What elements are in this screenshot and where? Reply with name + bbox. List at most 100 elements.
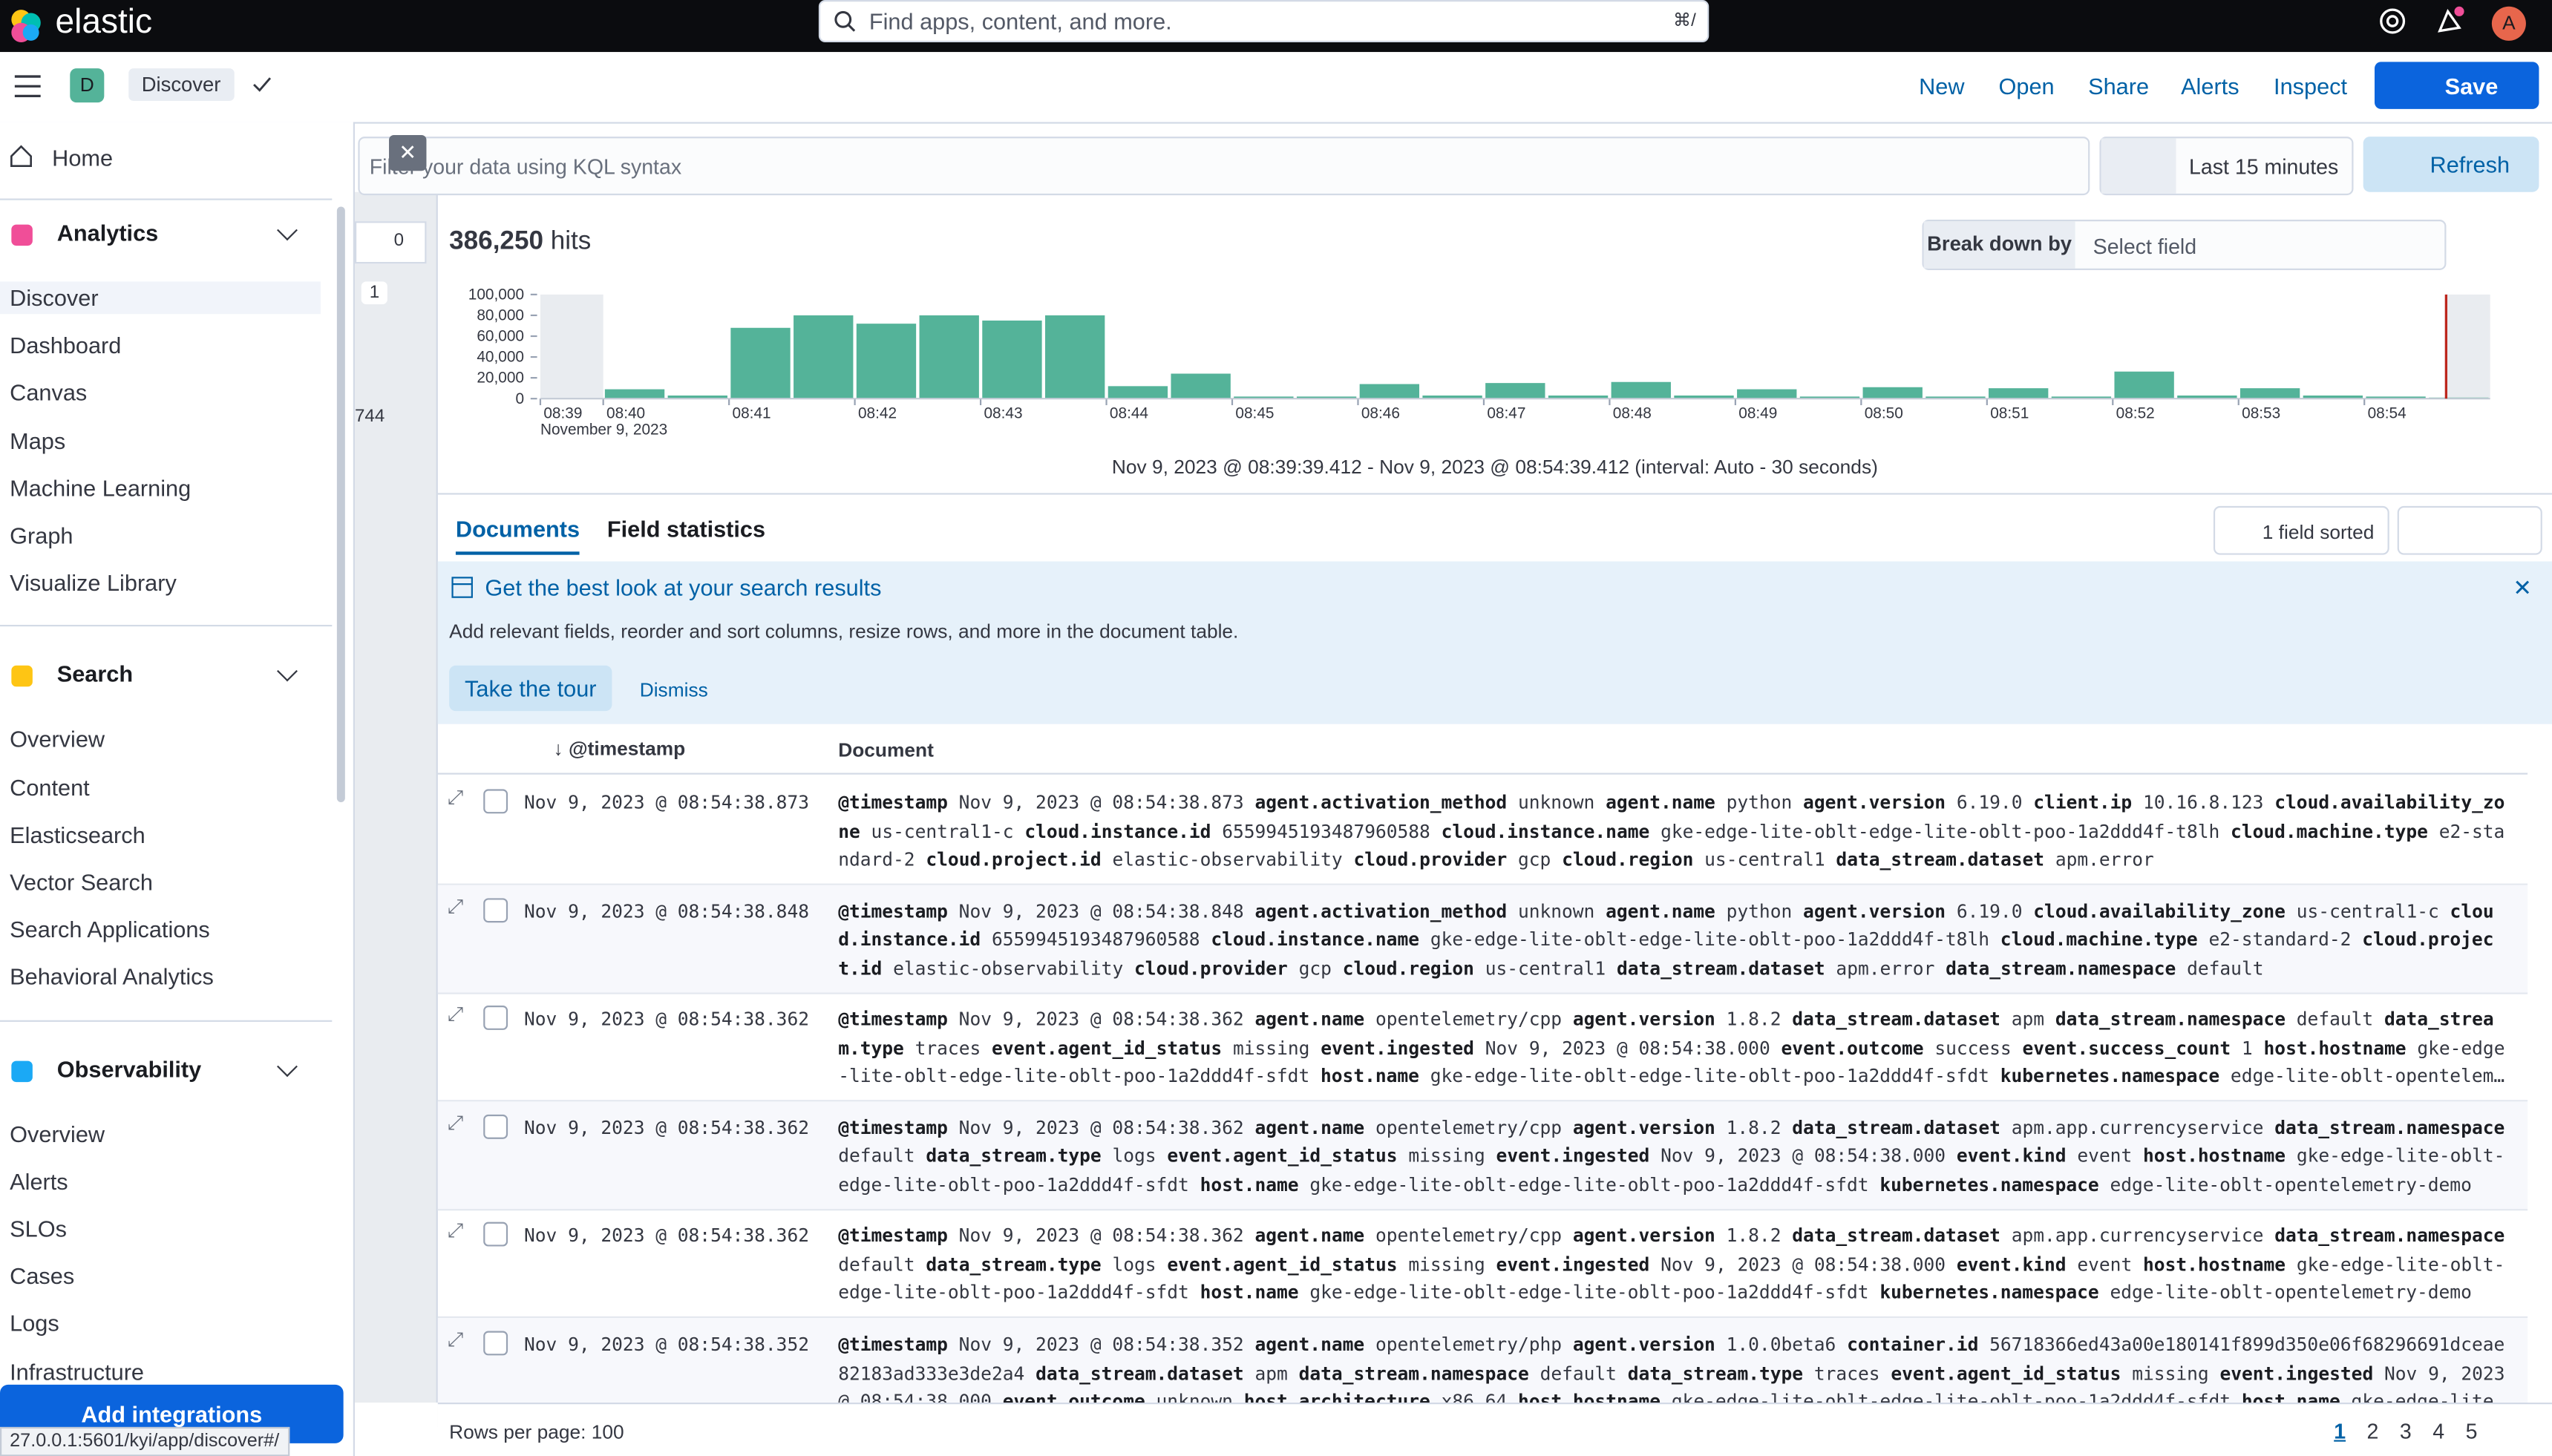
bar: [1548, 395, 1609, 399]
expand-button[interactable]: ⤢: [447, 1003, 464, 1026]
nav-item[interactable]: Machine Learning: [10, 474, 192, 501]
filter-count[interactable]: 0: [354, 221, 427, 264]
page-link[interactable]: 1: [2334, 1418, 2346, 1443]
sort-button[interactable]: 1 field sorted: [2213, 505, 2389, 555]
expand-button[interactable]: ⤢: [447, 894, 464, 917]
page-link[interactable]: 4: [2432, 1418, 2445, 1443]
expand-button[interactable]: ⤢: [447, 1328, 464, 1351]
row-checkbox[interactable]: [483, 1006, 508, 1031]
nav-item[interactable]: Graph: [10, 522, 73, 548]
field-value: missing: [1408, 1146, 1485, 1167]
close-button[interactable]: ✕: [389, 134, 427, 171]
nav-item[interactable]: Cases: [10, 1262, 75, 1289]
field-value: unknown: [1517, 900, 1595, 922]
tour-button[interactable]: Take the tour: [449, 665, 612, 712]
column-header[interactable]: ↓ @timestamp: [553, 737, 686, 760]
chevron[interactable]: [277, 220, 298, 241]
row-checkbox[interactable]: [483, 1222, 508, 1247]
tab[interactable]: Field statistics: [606, 516, 766, 542]
nav-home[interactable]: Home: [52, 145, 114, 171]
date-picker[interactable]: Last 15 minutes: [2099, 137, 2354, 196]
nav-item[interactable]: SLOs: [10, 1215, 67, 1242]
field-value: Nov 9, 2023 @ 08:54:38.362: [958, 1225, 1244, 1247]
out-of-range: [2446, 294, 2490, 399]
nav-item[interactable]: Canvas: [10, 379, 88, 406]
page-link[interactable]: 3: [2399, 1418, 2412, 1443]
nav-item[interactable]: Maps: [10, 427, 66, 453]
field-name: client.ip: [2033, 792, 2133, 814]
nav-item[interactable]: Vector Search: [10, 868, 153, 895]
top-action[interactable]: Inspect: [2274, 73, 2348, 99]
menu-toggle[interactable]: [14, 75, 41, 98]
nav-item[interactable]: Behavioral Analytics: [10, 963, 214, 990]
nav-group[interactable]: Search: [56, 661, 134, 688]
field-value: 1.0.0beta6: [1726, 1334, 1836, 1356]
top-action[interactable]: Alerts: [2181, 73, 2239, 99]
nav-group[interactable]: Observability: [56, 1055, 202, 1082]
field-value: Nov 9, 2023 @ 08:54:38.873: [958, 792, 1244, 814]
nav-item[interactable]: Dashboard: [10, 332, 122, 358]
expand-button[interactable]: ⤢: [447, 1111, 464, 1134]
bar: [919, 315, 979, 399]
nav-item[interactable]: Alerts: [10, 1167, 68, 1194]
global-search[interactable]: Find apps, content, and more. ⌘/: [818, 0, 1709, 43]
help-icon[interactable]: [2376, 5, 2409, 38]
top-action[interactable]: New: [1919, 73, 1965, 99]
nav-item[interactable]: Discover: [0, 281, 321, 315]
breakdown[interactable]: Break down by Select field: [1922, 220, 2447, 270]
field-name: @timestamp: [838, 792, 948, 814]
row-checkbox[interactable]: [483, 1114, 508, 1139]
x-sublabel: November 9, 2023: [540, 421, 667, 438]
field-name: @timestamp: [838, 1009, 948, 1031]
shortcut: ⌘/: [1672, 11, 1696, 31]
nav-item[interactable]: Overview: [10, 726, 105, 752]
bar: [1799, 396, 1860, 399]
column-header[interactable]: Document: [838, 738, 934, 762]
tab[interactable]: Documents: [455, 516, 580, 555]
table-header: ↓ @timestamp Document: [437, 727, 2528, 775]
field-name: host.hostname: [2143, 1254, 2286, 1276]
rows-per-page[interactable]: Rows per page: 100: [449, 1420, 624, 1443]
date-quick-menu[interactable]: [2101, 138, 2176, 194]
bar: [2177, 395, 2237, 399]
dismiss-button[interactable]: Dismiss: [639, 678, 708, 702]
expand-button[interactable]: ⤢: [447, 1219, 464, 1242]
grid-controls[interactable]: [2397, 505, 2542, 555]
document-cell: @timestamp Nov 9, 2023 @ 08:54:38.848 ag…: [838, 897, 2514, 983]
page-link[interactable]: 2: [2366, 1418, 2379, 1443]
nav-group[interactable]: Analytics: [56, 220, 159, 246]
nav-item[interactable]: Visualize Library: [10, 569, 177, 596]
expand-button[interactable]: ⤢: [447, 786, 464, 809]
field-name: cloud.machine.type: [2000, 929, 2198, 951]
timestamp-cell: Nov 9, 2023 @ 08:54:38.362: [524, 1009, 809, 1031]
chevron[interactable]: [277, 1055, 298, 1077]
timestamp-cell: Nov 9, 2023 @ 08:54:38.848: [524, 900, 809, 922]
logo: [11, 10, 41, 43]
bar: [730, 327, 791, 399]
chevron[interactable]: [277, 661, 298, 683]
top-action[interactable]: Share: [2088, 73, 2150, 99]
space-badge[interactable]: D: [70, 68, 105, 103]
top-action[interactable]: Open: [1998, 73, 2055, 99]
callout-close[interactable]: ✕: [2513, 574, 2533, 601]
nav-item[interactable]: Overview: [10, 1120, 105, 1147]
refresh-button[interactable]: Refresh: [2363, 137, 2539, 192]
field-value: 1: [2241, 1037, 2253, 1059]
nav-item[interactable]: Search Applications: [10, 916, 210, 942]
row-checkbox[interactable]: [483, 1331, 508, 1356]
nav-item[interactable]: Infrastructure: [10, 1357, 145, 1385]
breadcrumb[interactable]: Discover: [128, 68, 234, 101]
save-button[interactable]: Save: [2375, 62, 2539, 109]
row-checkbox[interactable]: [483, 897, 508, 922]
nav-item[interactable]: Logs: [10, 1310, 59, 1337]
page-link[interactable]: 5: [2465, 1418, 2478, 1443]
avatar[interactable]: A: [2491, 6, 2526, 41]
field-value: success: [1934, 1037, 2012, 1059]
query-input[interactable]: Filter your data using KQL syntax: [358, 137, 2090, 196]
refresh-label: Refresh: [2430, 151, 2510, 177]
nav-item[interactable]: Elasticsearch: [10, 821, 145, 847]
row-checkbox[interactable]: [483, 789, 508, 814]
news-icon[interactable]: [2433, 5, 2469, 38]
timestamp-cell: Nov 9, 2023 @ 08:54:38.873: [524, 792, 809, 814]
nav-item[interactable]: Content: [10, 773, 90, 800]
